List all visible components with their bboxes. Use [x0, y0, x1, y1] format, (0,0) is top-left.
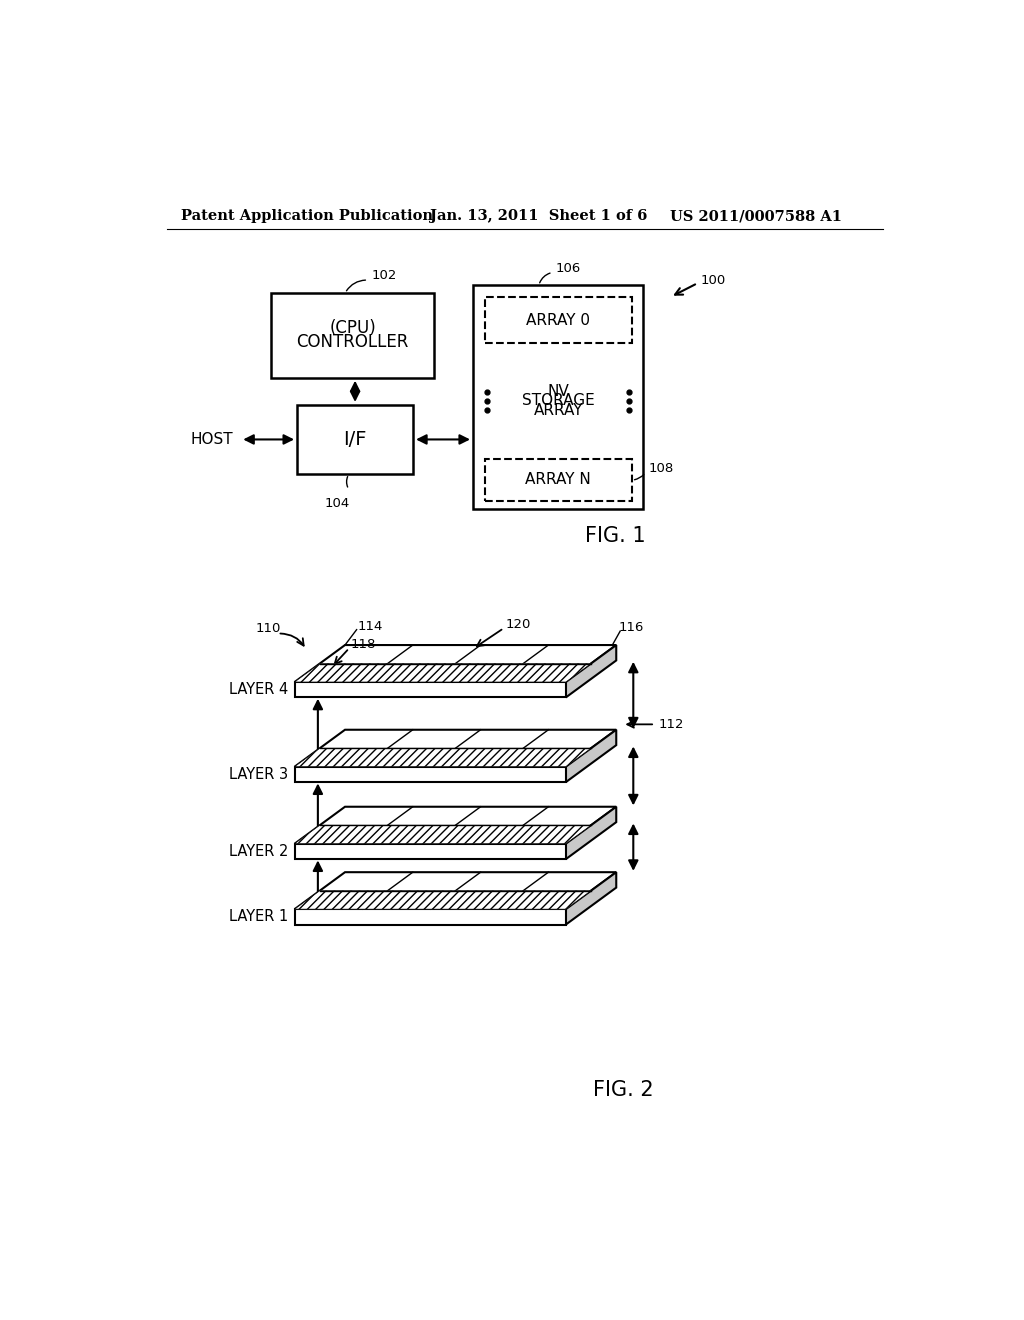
Text: 108: 108 [649, 462, 674, 475]
Text: CONTROLLER: CONTROLLER [297, 333, 409, 351]
Text: 114: 114 [357, 620, 383, 634]
Polygon shape [566, 645, 616, 697]
Text: 104: 104 [325, 496, 350, 510]
Polygon shape [295, 807, 616, 843]
Bar [473, 285, 643, 508]
Polygon shape [566, 730, 616, 781]
Polygon shape [566, 807, 616, 859]
Text: LAYER 3: LAYER 3 [229, 767, 289, 781]
Text: Patent Application Publication: Patent Application Publication [180, 209, 433, 223]
Polygon shape [295, 664, 591, 682]
Text: 110: 110 [256, 622, 282, 635]
Polygon shape [566, 873, 616, 924]
Polygon shape [295, 682, 566, 697]
Text: ARRAY N: ARRAY N [525, 473, 591, 487]
Text: 106: 106 [556, 261, 581, 275]
Text: FIG. 1: FIG. 1 [586, 525, 646, 545]
Polygon shape [295, 730, 616, 767]
Text: 112: 112 [658, 718, 684, 731]
Text: LAYER 4: LAYER 4 [229, 682, 289, 697]
Text: LAYER 1: LAYER 1 [229, 909, 289, 924]
Text: NV: NV [547, 384, 569, 399]
Text: ARRAY 0: ARRAY 0 [526, 313, 590, 327]
Polygon shape [295, 843, 566, 859]
Bar [484, 297, 632, 343]
Text: US 2011/0007588 A1: US 2011/0007588 A1 [671, 209, 843, 223]
Bar [484, 459, 632, 502]
Polygon shape [295, 825, 591, 843]
Text: STORAGE: STORAGE [522, 393, 595, 408]
Text: HOST: HOST [190, 432, 232, 447]
Text: FIG. 2: FIG. 2 [593, 1080, 653, 1100]
Polygon shape [295, 767, 566, 781]
Text: 118: 118 [351, 638, 376, 651]
Polygon shape [295, 873, 616, 909]
Polygon shape [295, 909, 566, 924]
Polygon shape [295, 645, 616, 682]
Text: I/F: I/F [343, 430, 367, 449]
Text: 116: 116 [618, 620, 644, 634]
Bar [297, 405, 414, 474]
Text: 120: 120 [506, 618, 530, 631]
Text: Jan. 13, 2011  Sheet 1 of 6: Jan. 13, 2011 Sheet 1 of 6 [430, 209, 647, 223]
Text: 100: 100 [700, 273, 726, 286]
Polygon shape [295, 891, 591, 909]
Bar [271, 293, 434, 378]
Text: (CPU): (CPU) [330, 319, 376, 337]
Text: ARRAY: ARRAY [534, 403, 583, 417]
Text: 102: 102 [372, 269, 396, 282]
Polygon shape [295, 748, 591, 767]
Text: LAYER 2: LAYER 2 [229, 843, 289, 859]
